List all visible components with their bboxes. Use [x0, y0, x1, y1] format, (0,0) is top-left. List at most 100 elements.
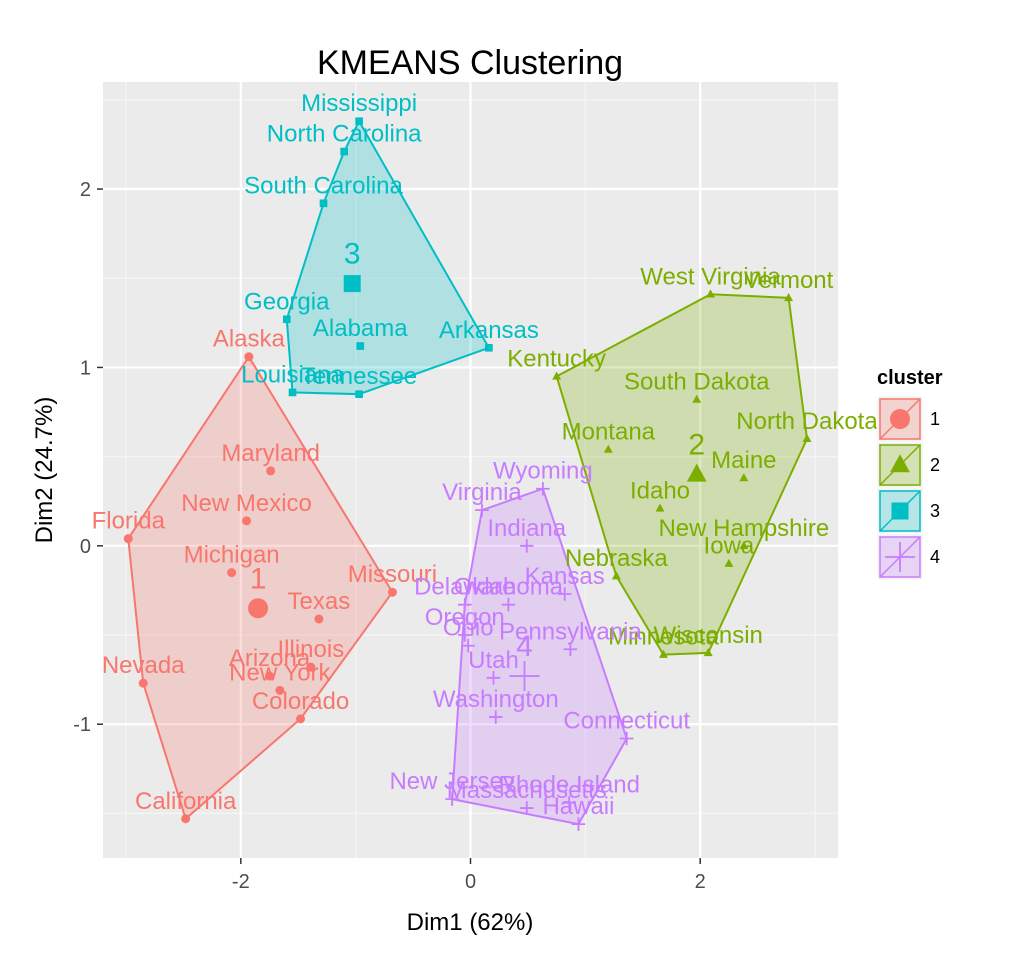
cluster-3-point	[355, 390, 363, 399]
point-label: Oklahoma	[454, 574, 564, 601]
cluster-1-point	[266, 466, 276, 476]
point-label: Hawaii	[542, 793, 614, 820]
cluster-1-point	[138, 678, 148, 688]
cluster-2-point	[703, 647, 713, 657]
point-label: Vermont	[744, 267, 834, 294]
point-label: Iowa	[704, 533, 755, 560]
point-label: Colorado	[252, 688, 349, 715]
legend-label: 3	[930, 501, 940, 521]
point-label: Pennsylvania	[499, 618, 642, 645]
cluster-3-point	[356, 342, 365, 350]
cluster-3-point	[355, 117, 363, 126]
y-axis-title: Dim2 (24.7%)	[31, 397, 58, 544]
cluster-4-point	[562, 795, 577, 810]
y-tick-label: 1	[80, 357, 91, 379]
point-label: Arkansas	[439, 317, 539, 344]
point-label: Illinois	[278, 636, 345, 663]
cluster-2-point	[552, 371, 562, 380]
cluster-4-center-label: 4	[516, 630, 533, 663]
cluster-2-point	[603, 444, 613, 453]
cluster-2-point	[802, 433, 812, 443]
cluster-1-point	[387, 587, 397, 597]
legend-key-marker	[891, 502, 909, 520]
x-tick-label: 2	[695, 871, 706, 893]
point-label: Utah	[468, 647, 519, 674]
cluster-4-point	[475, 503, 489, 517]
cluster-1-point	[275, 685, 285, 695]
cluster-1-point	[242, 516, 252, 526]
point-label: Virginia	[442, 479, 522, 506]
point-label: South Carolina	[244, 172, 403, 199]
point-label: Missouri	[348, 561, 437, 588]
cluster-4-point	[461, 638, 475, 653]
cluster-4-point	[520, 801, 534, 815]
point-label: North Dakota	[736, 408, 878, 435]
cluster-4-point	[458, 597, 472, 612]
cluster-1-point	[296, 714, 306, 724]
point-label: Alabama	[313, 315, 408, 342]
cluster-2-point	[611, 571, 621, 580]
cluster-2-center-label: 2	[688, 428, 705, 461]
point-label: Alaska	[213, 326, 286, 353]
legend: cluster 1 2 3 4	[876, 367, 943, 581]
legend-key-marker	[885, 542, 915, 572]
cluster-2-point	[739, 540, 749, 550]
point-label: Georgia	[244, 288, 330, 315]
y-tick-label: 2	[80, 179, 91, 201]
point-label: Indiana	[487, 515, 566, 542]
cluster-4-point	[486, 671, 501, 685]
cluster-4-point	[563, 642, 578, 657]
cluster-3-point	[282, 315, 291, 324]
point-label: Massachusetts	[447, 777, 607, 804]
cluster-4-point	[458, 628, 472, 642]
cluster-1-point	[181, 814, 191, 824]
point-label: Mississippi	[301, 90, 417, 117]
cluster-1-point	[123, 534, 133, 544]
legend-key-marker	[890, 454, 910, 473]
point-label: Maryland	[221, 440, 320, 467]
legend-key-4: 4	[876, 533, 940, 581]
cluster-1-point	[306, 662, 316, 672]
point-label: Florida	[92, 508, 166, 535]
cluster-1-point	[244, 352, 254, 362]
point-label: Ohio	[443, 615, 494, 642]
point-label: Oregon	[425, 604, 505, 631]
grid-major	[103, 82, 838, 858]
cluster-3-center-label: 3	[344, 238, 361, 271]
cluster-4-point	[619, 731, 634, 746]
legend-label: 1	[930, 409, 940, 429]
point-label: Nevada	[102, 652, 185, 679]
x-tick-label: -2	[232, 871, 250, 893]
cluster-2-point	[706, 289, 715, 298]
point-label: Michigan	[184, 542, 280, 569]
cluster-3-center	[343, 275, 361, 293]
cluster-1-point	[314, 614, 324, 624]
chart-title: KMEANS Clustering	[317, 44, 623, 82]
point-label: Delaware	[414, 574, 515, 601]
point-label: Minnesota	[608, 624, 719, 651]
point-label: Tennessee	[301, 363, 417, 390]
point-label: Texas	[288, 588, 351, 615]
cluster-4-point	[557, 587, 572, 601]
point-labels: Alaska Maryland New Mexico Florida Michigan M…	[92, 90, 879, 820]
point-label: Connecticut	[563, 707, 690, 734]
cluster-2-point	[692, 394, 702, 403]
cluster-3-point	[319, 199, 328, 208]
cluster-4-point	[489, 710, 503, 724]
cluster-2-point	[655, 503, 665, 512]
legend-key-marker	[890, 409, 910, 429]
point-label: South Dakota	[624, 369, 770, 396]
cluster-2-hull	[555, 293, 809, 656]
point-label: Maine	[711, 447, 776, 474]
cluster-3-hull	[285, 119, 491, 396]
point-label: Wyoming	[493, 458, 593, 485]
cluster-4-point	[520, 539, 534, 553]
x-tick-label: 0	[465, 871, 476, 893]
cluster-2-center	[686, 463, 707, 482]
point-label: Arizona	[229, 645, 311, 672]
point-label: Rhode Island	[499, 772, 640, 799]
point-label: Louisiana	[241, 361, 344, 388]
cluster-3-point	[288, 388, 297, 397]
cluster-2-point	[784, 292, 794, 302]
